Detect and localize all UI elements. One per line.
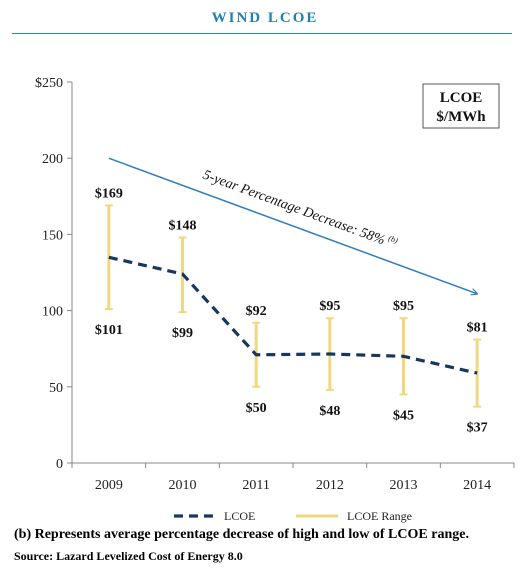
trend-arrow xyxy=(108,157,477,294)
y-tick-label: 200 xyxy=(42,152,63,167)
y-tick-label: 100 xyxy=(42,305,63,320)
lcoe-chart: 0 50 100 150 200 $250 2009 2010 2011 2012 2013 2014… xyxy=(35,76,515,523)
x-tick-label: 2012 xyxy=(316,478,344,493)
high-data-label: $81 xyxy=(467,321,488,336)
low-data-label: $101 xyxy=(95,323,123,338)
y-tick-label: 0 xyxy=(56,457,63,472)
lcoe-line xyxy=(108,255,478,375)
y-tick-label: $250 xyxy=(35,76,63,91)
data-labels: $169 $101 $148 $99 $92 $50 $95 $48 $95 $45 $81 $37 xyxy=(95,186,488,435)
y-tick-label: 50 xyxy=(49,381,63,396)
high-data-label: $148 xyxy=(169,218,197,233)
x-tick-label: 2013 xyxy=(390,478,418,493)
footnote: (b) Represents average percentage decrea… xyxy=(14,527,469,542)
legend-lcoe-label: LCOE xyxy=(224,509,255,523)
high-data-label: $92 xyxy=(246,304,267,319)
title-rule xyxy=(12,33,512,34)
y-tick-label: 150 xyxy=(42,228,63,243)
source-note: Source: Lazard Levelized Cost of Energy … xyxy=(14,549,243,563)
low-data-label: $48 xyxy=(319,404,340,419)
high-data-label: $169 xyxy=(95,186,123,201)
unit-box-frame xyxy=(422,83,500,129)
lcoe-series-line xyxy=(108,255,478,375)
range-bars xyxy=(104,204,482,408)
legend-range-label: LCOE Range xyxy=(347,509,412,523)
low-data-label: $99 xyxy=(172,326,193,341)
x-tick-label: 2014 xyxy=(463,478,491,493)
trend-annotation: 5-year Percentage Decrease: 58%(b) xyxy=(108,157,477,294)
unit-box-line-1: LCOE xyxy=(440,90,483,106)
axes: 0 50 100 150 200 $250 2009 2010 2011 2012 2013 2014 xyxy=(35,76,515,493)
chart-title: WIND LCOE xyxy=(211,10,319,26)
legend: LCOE LCOE Range xyxy=(174,509,412,523)
low-data-label: $37 xyxy=(467,421,488,436)
high-data-label: $95 xyxy=(393,299,414,314)
x-tick-label: 2011 xyxy=(242,478,269,493)
unit-box: LCOE $/MWh xyxy=(422,83,500,129)
x-tick-label: 2009 xyxy=(95,478,123,493)
high-data-label: $95 xyxy=(319,299,340,314)
low-data-label: $45 xyxy=(393,408,414,423)
unit-box-line-2: $/MWh xyxy=(436,109,486,125)
annotation-text: 5-year Percentage Decrease: 58%(b) xyxy=(201,166,400,253)
x-tick-label: 2010 xyxy=(169,478,197,493)
low-data-label: $50 xyxy=(246,401,267,416)
